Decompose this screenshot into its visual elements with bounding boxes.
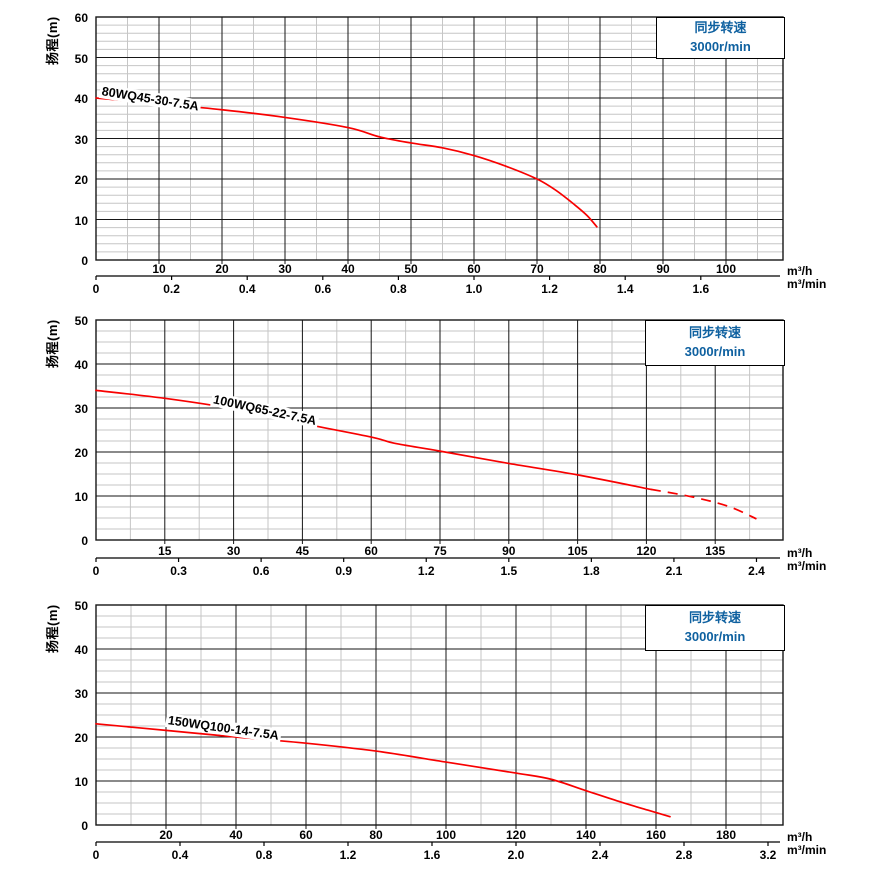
y-tick-label: 20 [74,446,88,460]
x-tick-label-m3min: 1.4 [616,282,634,296]
x-tick-label-m3min: 0 [92,282,100,296]
y-tick-label: 30 [74,402,88,416]
y-tick-label: 50 [74,599,88,613]
x-tick-label-m3h: 45 [295,544,310,558]
chart-grid-2 [95,319,784,562]
x-tick-label-m3min: 0.9 [335,564,353,578]
x-tick-label-m3min: 0.3 [170,564,187,578]
y-tick-label: 30 [74,687,88,701]
x-tick-label-m3h: 50 [404,262,418,276]
x-tick-label-m3min: 1.2 [417,564,435,578]
chart-grid-3 [95,604,784,846]
x-tick-label-m3min: 0.6 [314,282,332,296]
chart-grid-1 [95,16,784,280]
x-tick-label-m3h: 75 [433,544,447,558]
x-tick-label-m3h: 140 [575,828,597,842]
x-tick-label-m3min: 0 [92,848,100,862]
y-tick-label: 40 [74,643,88,657]
x-tick-label-m3h: 180 [715,828,737,842]
x-tick-label-m3min: 2.8 [675,848,693,862]
y-tick-label: 40 [74,92,88,106]
x-tick-label-m3h: 120 [636,544,657,558]
x-tick-label-m3h: 15 [158,544,172,558]
x-tick-label-m3h: 30 [226,544,241,558]
x-tick-label-m3h: 80 [369,828,383,842]
pump-curve [95,97,598,228]
plot-frame [95,16,784,261]
y-tick-label: 0 [81,534,88,548]
y-tick-label: 50 [74,314,88,328]
x-tick-label-m3min: 1.5 [500,564,518,578]
plot-frame [95,604,784,826]
y-tick-label: 20 [74,173,88,187]
x-tick-label-m3min: 2.4 [591,848,609,862]
y-tick-label: 0 [81,254,88,268]
y-tick-label: 60 [74,11,88,25]
x-tick-label-m3min: 2.1 [665,564,683,578]
x-tick-label-m3min: 1.2 [339,848,357,862]
x-tick-label-m3h: 100 [435,828,457,842]
x-tick-label-m3h: 10 [152,262,166,276]
x-tick-label-m3min: 0.2 [163,282,180,296]
pump-curve [95,389,652,491]
y-tick-label: 10 [74,775,88,789]
x-tick-label-m3h: 100 [715,262,737,276]
x-tick-label-m3min: 0.4 [238,282,256,296]
x-tick-label-m3h: 40 [229,828,243,842]
x-tick-label-m3min: 1.0 [465,282,483,296]
x-tick-label-m3h: 20 [215,262,229,276]
x-tick-label-m3h: 80 [593,262,607,276]
y-tick-label: 30 [74,132,88,147]
y-tick-label: 50 [74,51,88,66]
x-tick-label-m3h: 40 [341,262,355,276]
x-tick-label-m3h: 30 [278,262,292,276]
x-tick-label-m3h: 70 [530,262,544,276]
x-tick-label-m3h: 120 [505,828,527,842]
x-tick-label-m3min: 2.4 [748,564,765,578]
plot-frame [95,319,784,541]
pump-curve-dashed-tail [650,488,757,520]
x-tick-label-m3min: 0.8 [255,848,273,862]
x-tick-label-m3min: 1.2 [541,282,558,296]
x-tick-label-m3min: 0.6 [252,564,270,578]
x-tick-label-m3min: 0 [92,564,100,578]
x-tick-label-m3min: 1.8 [583,564,600,578]
x-tick-label-m3min: 2.0 [507,848,525,862]
x-tick-label-m3h: 90 [502,544,516,558]
y-tick-label: 20 [74,731,88,745]
y-tick-label: 10 [74,490,88,504]
x-tick-label-m3min: 1.6 [423,848,441,862]
x-tick-label-m3h: 90 [656,262,670,276]
y-tick-label: 40 [74,358,88,372]
y-tick-label: 10 [74,213,88,228]
x-tick-label-m3h: 60 [299,828,313,842]
x-tick-label-m3min: 1.6 [692,282,710,296]
x-tick-label-m3h: 60 [364,544,378,558]
x-tick-label-m3h: 20 [159,828,173,842]
y-tick-label: 0 [81,819,88,833]
x-tick-label-m3h: 60 [467,262,481,276]
x-tick-label-m3min: 0.8 [390,282,407,296]
x-tick-label-m3h: 135 [705,544,726,558]
x-tick-label-m3h: 105 [567,544,588,558]
x-tick-label-m3min: 0.4 [171,848,189,862]
x-tick-label-m3h: 160 [645,828,667,842]
x-tick-label-m3min: 3.2 [759,848,777,862]
